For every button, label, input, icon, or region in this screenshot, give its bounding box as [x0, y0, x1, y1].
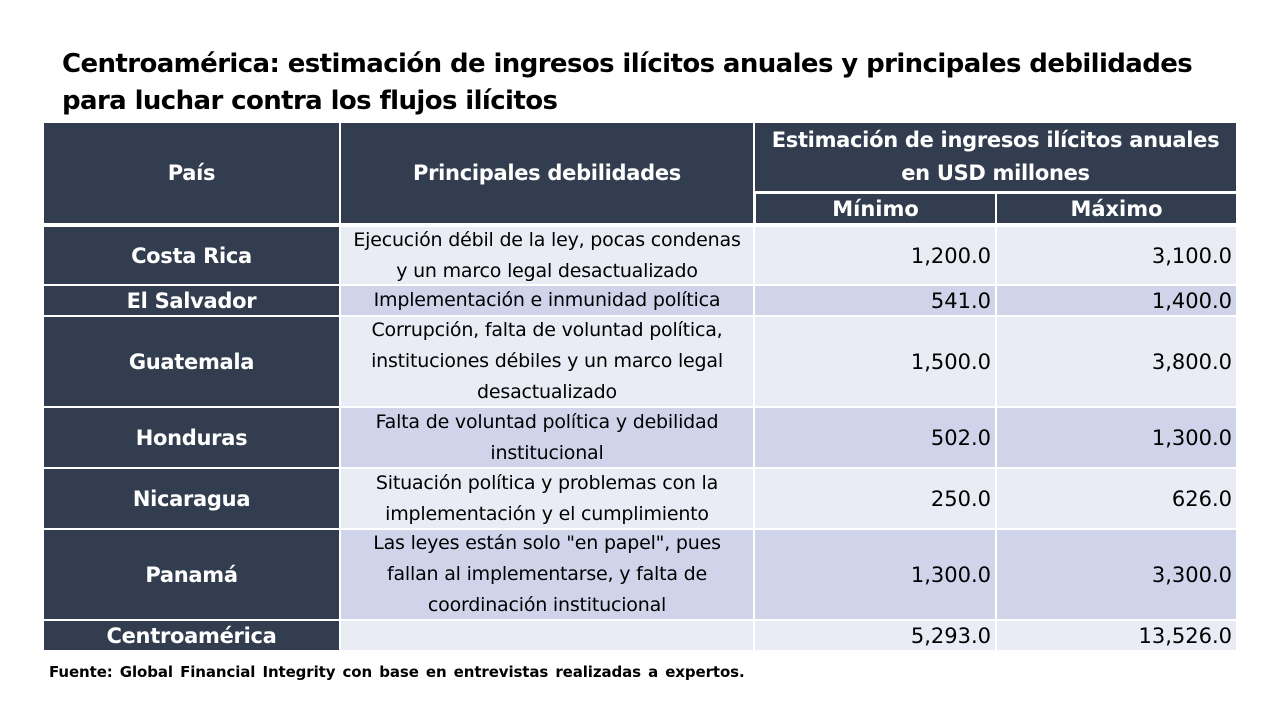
row-min: 250.0	[753, 467, 995, 528]
row-min: 1,300.0	[753, 528, 995, 619]
header-estimate: Estimación de ingresos ilícitos anuales …	[753, 123, 1236, 191]
row-country: Honduras	[44, 406, 339, 467]
header-max: Máximo	[995, 191, 1236, 223]
row-min: 1,200.0	[753, 223, 995, 284]
illicit-income-table: País Principales debilidades Estimación …	[44, 123, 1236, 659]
row-max: 3,100.0	[995, 223, 1236, 284]
row-weakness: Falta de voluntad política y debilidad i…	[339, 406, 753, 467]
row-max: 626.0	[995, 467, 1236, 528]
row-max: 3,300.0	[995, 528, 1236, 619]
row-min: 1,500.0	[753, 315, 995, 406]
header-min: Mínimo	[753, 191, 995, 223]
header-weaknesses: Principales debilidades	[339, 123, 753, 223]
row-weakness: Implementación e inmunidad política	[339, 284, 753, 315]
row-max-total: 13,526.0	[995, 619, 1236, 650]
slide-title: Centroamérica: estimación de ingresos il…	[62, 49, 1193, 116]
row-max: 1,300.0	[995, 406, 1236, 467]
row-country: Guatemala	[44, 315, 339, 406]
row-country: Panamá	[44, 528, 339, 619]
row-max: 1,400.0	[995, 284, 1236, 315]
row-country-total: Centroamérica	[44, 619, 339, 650]
row-country: Nicaragua	[44, 467, 339, 528]
row-min: 541.0	[753, 284, 995, 315]
row-max: 3,800.0	[995, 315, 1236, 406]
row-weakness-total	[339, 619, 753, 650]
header-country: País	[44, 123, 339, 223]
row-weakness: Ejecución débil de la ley, pocas condena…	[339, 223, 753, 284]
row-min: 502.0	[753, 406, 995, 467]
row-weakness: Situación política y problemas con la im…	[339, 467, 753, 528]
row-weakness: Las leyes están solo "en papel", pues fa…	[339, 528, 753, 619]
row-min-total: 5,293.0	[753, 619, 995, 650]
row-country: El Salvador	[44, 284, 339, 315]
row-country: Costa Rica	[44, 223, 339, 284]
source-note: Fuente: Global Financial Integrity con b…	[49, 663, 745, 681]
row-weakness: Corrupción, falta de voluntad política, …	[339, 315, 753, 406]
